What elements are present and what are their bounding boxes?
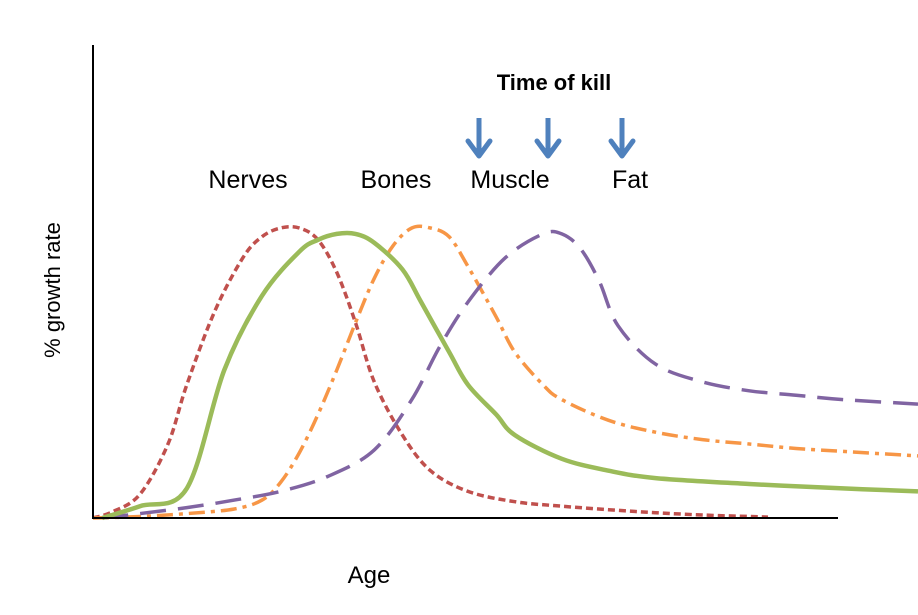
series-label-fat: Fat — [612, 166, 648, 194]
time-of-kill-header: Time of kill — [497, 70, 612, 95]
down-arrow-icon-1 — [465, 118, 493, 159]
series-layer — [92, 224, 918, 521]
series-label-layer: Nerves Bones Muscle Fat — [208, 166, 648, 194]
down-arrow-icon-3 — [608, 118, 636, 159]
x-axis-label: Age — [348, 562, 391, 589]
down-arrow-icon-2 — [534, 118, 562, 159]
y-axis-label: % growth rate — [40, 222, 65, 358]
series-line-fat — [102, 229, 918, 520]
series-label-nerves: Nerves — [208, 166, 287, 194]
arrow-layer — [465, 118, 636, 159]
series-label-bones: Bones — [361, 166, 432, 194]
series-line-nerves — [92, 224, 769, 520]
series-label-muscle: Muscle — [470, 166, 549, 194]
series-line-muscle — [92, 224, 918, 520]
series-line-bones — [101, 230, 918, 521]
